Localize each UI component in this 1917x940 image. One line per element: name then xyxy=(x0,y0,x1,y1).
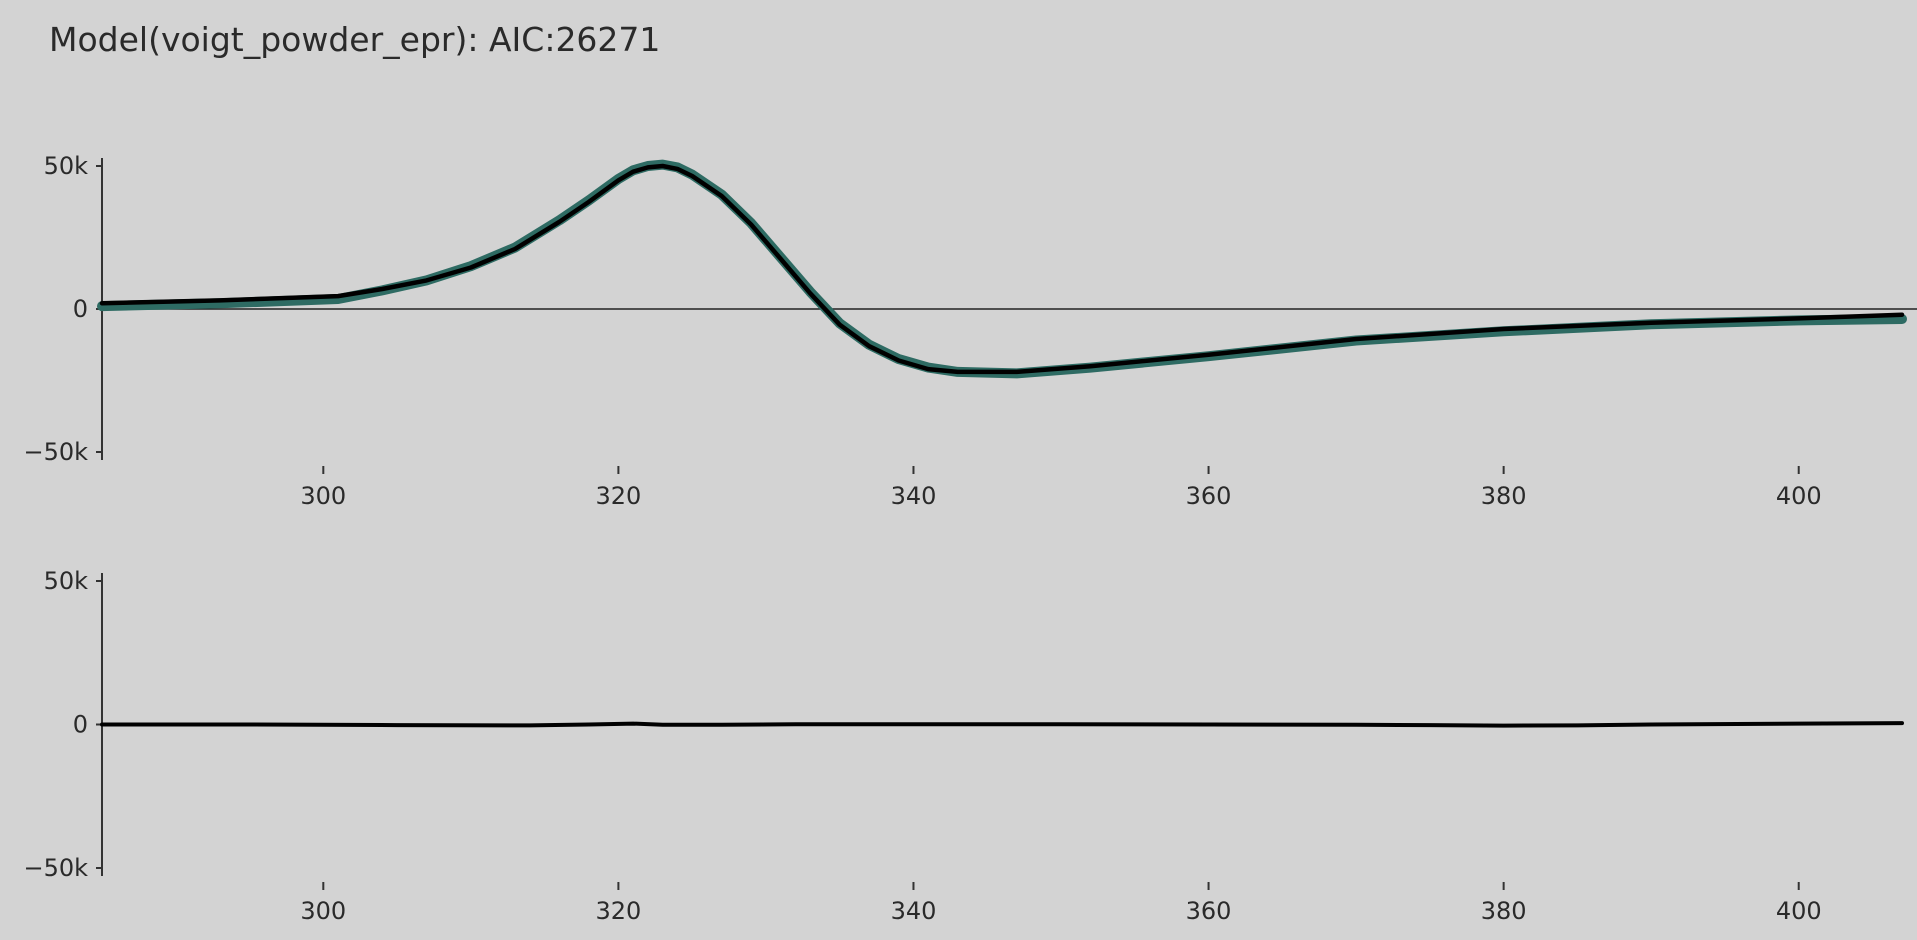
x-tick-label-residual: 360 xyxy=(1186,897,1232,925)
x-tick-label-fit: 360 xyxy=(1186,482,1232,510)
x-tick-label-fit: 400 xyxy=(1776,482,1822,510)
chart-title: Model(voigt_powder_epr): AIC:26271 xyxy=(49,20,661,59)
x-tick-label-residual: 400 xyxy=(1776,897,1822,925)
y-tick-label-residual: 0 xyxy=(73,711,88,739)
series-line-residual-0 xyxy=(100,721,1904,728)
x-tick-label-fit: 300 xyxy=(300,482,346,510)
y-tick-label-residual: 50k xyxy=(44,567,89,595)
series-line-fit-1 xyxy=(99,163,1905,375)
x-tick-label-fit: 320 xyxy=(595,482,641,510)
x-tick-label-fit: 340 xyxy=(891,482,937,510)
y-tick-label-fit: 50k xyxy=(44,152,89,180)
y-tick-label-fit: −50k xyxy=(23,438,88,466)
x-tick-label-residual: 380 xyxy=(1481,897,1527,925)
y-tick-label-residual: −50k xyxy=(23,854,88,882)
x-tick-label-fit: 380 xyxy=(1481,482,1527,510)
y-tick-label-fit: 0 xyxy=(73,295,88,323)
x-tick-label-residual: 320 xyxy=(595,897,641,925)
x-tick-label-residual: 340 xyxy=(891,897,937,925)
series-line-fit-0 xyxy=(97,159,1907,379)
x-tick-label-residual: 300 xyxy=(300,897,346,925)
